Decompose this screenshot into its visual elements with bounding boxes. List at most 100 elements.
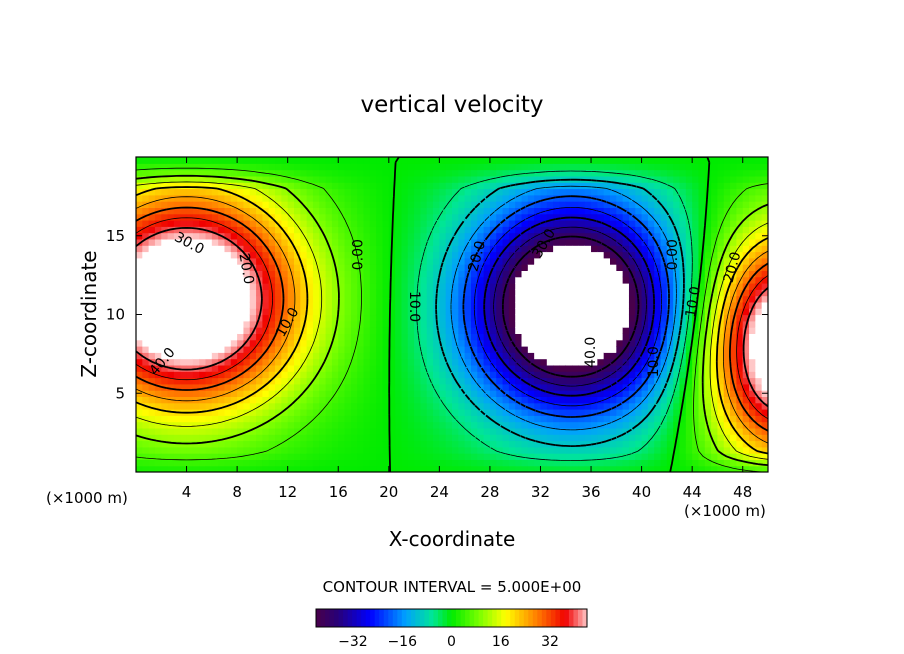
heatmap-cell bbox=[230, 188, 238, 196]
heatmap-cell bbox=[249, 182, 257, 190]
heatmap-cell bbox=[357, 201, 365, 208]
heatmap-cell bbox=[565, 207, 573, 215]
heatmap-cell bbox=[173, 207, 181, 215]
heatmap-cell bbox=[761, 270, 768, 278]
heatmap-cell bbox=[199, 276, 207, 284]
heatmap-cell bbox=[407, 194, 415, 202]
heatmap-cell bbox=[319, 295, 327, 303]
heatmap-cell bbox=[483, 270, 491, 278]
heatmap-cell bbox=[439, 301, 447, 309]
heatmap-cell bbox=[439, 220, 447, 227]
heatmap-cell bbox=[622, 301, 630, 309]
heatmap-cell bbox=[698, 207, 706, 215]
heatmap-cell bbox=[142, 446, 150, 454]
heatmap-cell bbox=[591, 257, 598, 265]
heatmap-cell bbox=[395, 308, 403, 316]
heatmap-cell bbox=[483, 333, 491, 341]
heatmap-cell bbox=[515, 251, 523, 259]
heatmap-cell bbox=[749, 207, 756, 215]
heatmap-cell bbox=[508, 390, 516, 397]
heatmap-cell bbox=[515, 364, 523, 372]
heatmap-cell bbox=[142, 163, 150, 171]
heatmap-cell bbox=[369, 339, 377, 347]
heatmap-cell bbox=[319, 301, 327, 309]
heatmap-cell bbox=[502, 409, 510, 416]
heatmap-cell bbox=[553, 409, 561, 416]
heatmap-cell bbox=[363, 320, 371, 328]
heatmap-cell bbox=[262, 175, 270, 183]
heatmap-cell bbox=[470, 314, 478, 322]
heatmap-cell bbox=[192, 358, 200, 366]
heatmap-cell bbox=[635, 270, 643, 278]
heatmap-cell bbox=[275, 245, 282, 253]
heatmap-cell bbox=[281, 194, 289, 202]
heatmap-cell bbox=[237, 346, 245, 353]
heatmap-cell bbox=[192, 163, 200, 171]
heatmap-cell bbox=[470, 358, 478, 366]
heatmap-cell bbox=[439, 358, 447, 366]
heatmap-cell bbox=[616, 358, 624, 366]
heatmap-cell bbox=[591, 383, 598, 391]
heatmap-cell bbox=[350, 346, 358, 353]
heatmap-cell bbox=[572, 308, 579, 316]
heatmap-cell bbox=[161, 390, 169, 397]
heatmap-cell bbox=[483, 163, 491, 171]
heatmap-cell bbox=[136, 251, 143, 259]
heatmap-cell bbox=[761, 283, 768, 290]
heatmap-cell bbox=[711, 446, 719, 454]
heatmap-cell bbox=[502, 220, 510, 227]
heatmap-cell bbox=[243, 301, 251, 309]
heatmap-cell bbox=[723, 352, 731, 360]
heatmap-cell bbox=[331, 169, 339, 177]
heatmap-cell bbox=[508, 301, 516, 309]
heatmap-cell bbox=[647, 333, 655, 341]
heatmap-cell bbox=[761, 314, 768, 322]
heatmap-cell bbox=[224, 232, 232, 240]
heatmap-cell bbox=[243, 339, 251, 347]
heatmap-cell bbox=[685, 402, 693, 410]
heatmap-cell bbox=[388, 358, 396, 366]
heatmap-cell bbox=[205, 320, 213, 328]
heatmap-cell bbox=[559, 226, 567, 234]
heatmap-cell bbox=[382, 163, 390, 171]
heatmap-cell bbox=[173, 232, 181, 240]
heatmap-cell bbox=[363, 251, 371, 259]
heatmap-cell bbox=[275, 320, 282, 328]
heatmap-cell bbox=[382, 301, 390, 309]
heatmap-cell bbox=[180, 434, 188, 442]
heatmap-cell bbox=[154, 440, 162, 448]
heatmap-cell bbox=[426, 358, 434, 366]
heatmap-cell bbox=[420, 364, 428, 372]
heatmap-cell bbox=[647, 270, 655, 278]
heatmap-cell bbox=[148, 220, 156, 227]
heatmap-cell bbox=[426, 415, 434, 423]
heatmap-cell bbox=[635, 194, 643, 202]
heatmap-cell bbox=[249, 459, 257, 467]
heatmap-cell bbox=[755, 402, 763, 410]
heatmap-cell bbox=[325, 213, 333, 221]
heatmap-cell bbox=[641, 245, 649, 253]
heatmap-cell bbox=[546, 465, 554, 472]
heatmap-cell bbox=[186, 289, 194, 297]
heatmap-cell bbox=[673, 314, 681, 322]
heatmap-cell bbox=[344, 169, 352, 177]
heatmap-cell bbox=[148, 453, 156, 460]
heatmap-cell bbox=[249, 226, 257, 234]
heatmap-cell bbox=[275, 232, 282, 240]
heatmap-cell bbox=[186, 364, 194, 372]
heatmap-cell bbox=[692, 169, 700, 177]
heatmap-cell bbox=[685, 377, 693, 385]
heatmap-cell bbox=[673, 238, 681, 246]
heatmap-cell bbox=[363, 390, 371, 397]
heatmap-cell bbox=[553, 213, 561, 221]
heatmap-cell bbox=[167, 194, 175, 202]
heatmap-cell bbox=[673, 276, 681, 284]
heatmap-cell bbox=[591, 427, 598, 435]
heatmap-cell bbox=[749, 175, 756, 183]
heatmap-cell bbox=[376, 226, 384, 234]
heatmap-cell bbox=[161, 232, 169, 240]
heatmap-cell bbox=[439, 270, 447, 278]
heatmap-cell bbox=[660, 320, 668, 328]
heatmap-cell bbox=[414, 220, 421, 227]
heatmap-cell bbox=[736, 238, 744, 246]
